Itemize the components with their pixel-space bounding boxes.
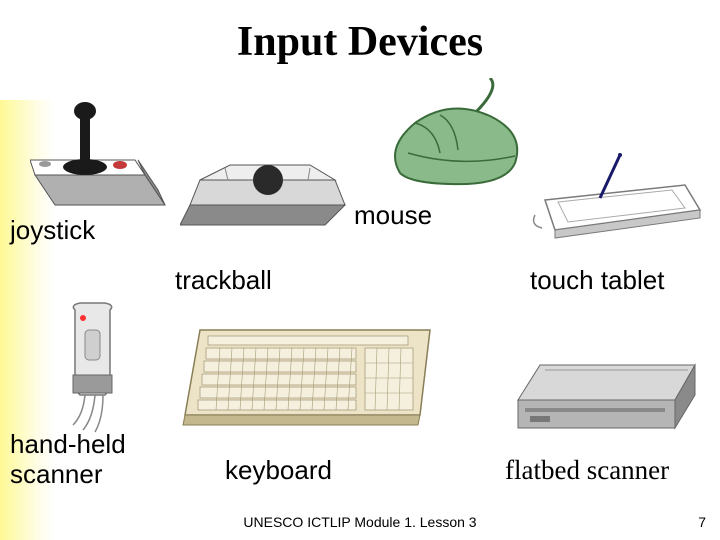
mouse-label: mouse [354,200,432,231]
page-number: 7 [698,514,706,530]
hand-held-scanner-label: hand-held scanner [10,430,126,490]
keyboard-label: keyboard [225,455,332,486]
mouse-icon [380,78,535,188]
joystick-icon [30,95,170,215]
footer-text: UNESCO ICTLIP Module 1. Lesson 3 [0,514,720,530]
flatbed-scanner-icon [510,350,705,440]
hand-held-scanner-icon [55,300,130,445]
flatbed-scanner-label: flatbed scanner [505,455,669,486]
keyboard-icon [180,310,440,435]
trackball-label: trackball [175,265,272,296]
page-title: Input Devices [0,18,720,66]
slide: Input Devices [0,0,720,540]
hh-line1: hand-held [10,429,126,459]
joystick-label: joystick [10,215,95,246]
trackball-icon [180,150,355,230]
touch-tablet-icon [530,150,705,240]
hh-line2: scanner [10,459,103,489]
touch-tablet-label: touch tablet [530,265,664,296]
